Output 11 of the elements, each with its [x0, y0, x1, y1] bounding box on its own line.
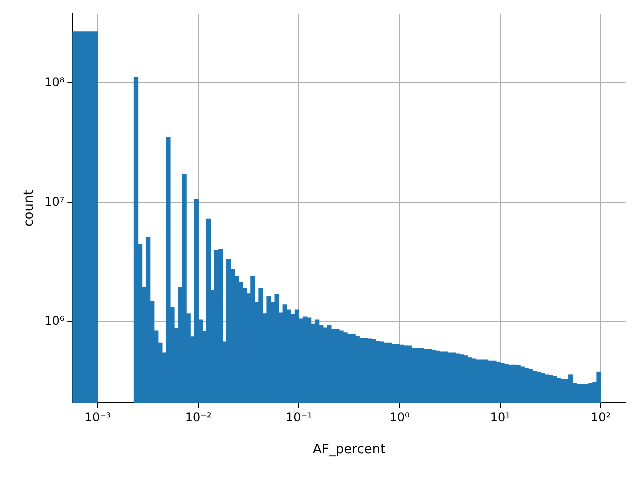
y-tick-label: 10⁷ [44, 194, 65, 209]
x-tick-label: 10² [591, 410, 612, 424]
y-axis-title: count [22, 190, 38, 227]
x-tick-label: 10⁻¹ [286, 410, 313, 424]
y-tick-label: 10⁶ [44, 314, 65, 328]
x-axis-title: AF_percent [313, 442, 386, 458]
x-tick-label: 10⁰ [390, 410, 410, 424]
x-tick-label: 10⁻² [185, 410, 212, 424]
x-tick-label: 10¹ [490, 410, 511, 424]
y-tick-label: 10⁸ [44, 75, 65, 90]
x-tick-label: 10⁻³ [84, 410, 112, 424]
